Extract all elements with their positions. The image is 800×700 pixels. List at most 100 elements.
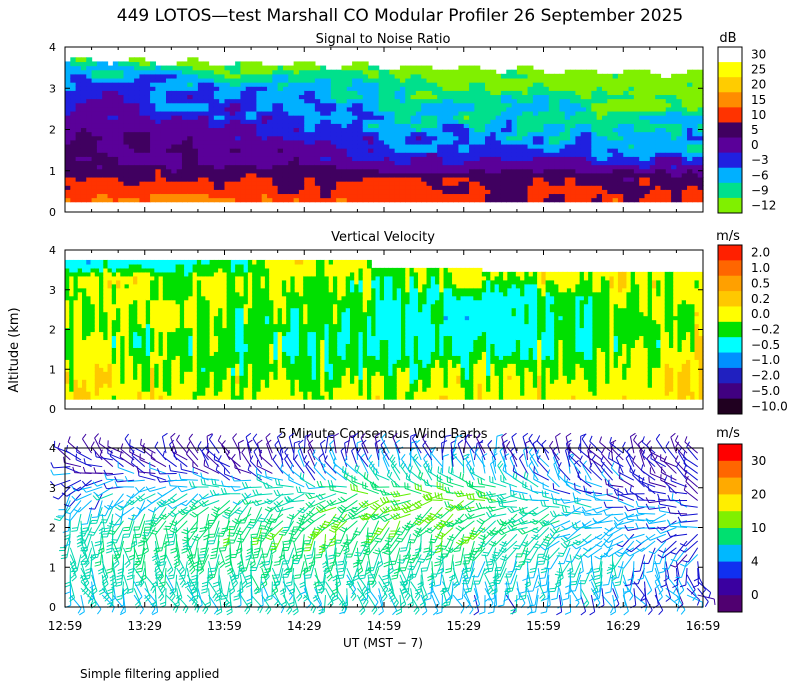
snr-cell: [224, 102, 231, 108]
snr-cell: [543, 106, 550, 112]
snr-cell: [304, 197, 311, 203]
snr-cell: [453, 73, 460, 79]
snr-cell: [203, 86, 210, 91]
snr-cell: [235, 139, 242, 145]
velocity-cell: [120, 395, 126, 400]
snr-cell: [612, 172, 619, 178]
snr-cell: [431, 197, 438, 203]
velocity-cell: [150, 335, 155, 341]
snr-cell: [357, 185, 364, 190]
snr-cell: [410, 94, 417, 100]
snr-cell: [368, 185, 374, 190]
snr-cell: [485, 181, 491, 186]
velocity-cell: [154, 295, 160, 301]
snr-cell: [240, 119, 247, 124]
snr-cell: [697, 193, 704, 199]
snr-cell: [346, 115, 353, 120]
velocity-cell: [69, 383, 75, 388]
velocity-cell: [154, 263, 160, 269]
snr-cell: [649, 86, 656, 91]
snr-cell: [96, 197, 103, 203]
snr-cell: [575, 82, 582, 87]
snr-cell: [639, 77, 646, 83]
snr-cell: [607, 110, 614, 116]
snr-cell: [155, 90, 162, 96]
snr-cell: [368, 127, 374, 133]
snr-cell: [601, 98, 608, 104]
snr-cell: [118, 172, 125, 178]
snr-cell: [570, 131, 576, 137]
snr-cell: [522, 168, 529, 174]
snr-cell: [623, 115, 630, 120]
snr-cell: [213, 102, 220, 108]
velocity-cell: [175, 395, 181, 400]
velocity-cell: [73, 391, 79, 396]
snr-cell: [415, 110, 422, 116]
snr-cell: [617, 73, 624, 79]
velocity-cell: [171, 291, 177, 297]
snr-cell: [368, 193, 374, 199]
snr-cell: [516, 106, 523, 112]
snr-cell: [128, 172, 135, 178]
snr-cell: [213, 139, 220, 145]
snr-cell: [527, 106, 534, 112]
snr-cell: [304, 115, 311, 120]
snr-cell: [160, 143, 167, 149]
snr-cell: [314, 176, 321, 182]
snr-cell: [442, 123, 449, 129]
snr-cell: [144, 65, 151, 71]
snr-cell: [235, 69, 242, 75]
snr-cell: [617, 152, 624, 157]
snr-cell: [506, 77, 513, 83]
velocity-cell: [145, 327, 151, 333]
snr-cell: [112, 115, 119, 120]
snr-cell: [277, 172, 284, 178]
snr-cell: [671, 193, 678, 199]
velocity-cell: [120, 279, 126, 285]
snr-cell: [586, 110, 592, 116]
snr-cell: [453, 172, 460, 178]
velocity-cell: [69, 371, 75, 376]
snr-cell: [352, 197, 359, 203]
snr-cell: [405, 102, 412, 108]
snr-cell: [570, 106, 576, 112]
snr-cell: [469, 110, 475, 116]
velocity-cell: [158, 335, 164, 341]
snr-cell: [538, 131, 545, 137]
snr-cell: [346, 185, 353, 190]
snr-cell: [325, 176, 332, 182]
snr-cell: [405, 123, 412, 129]
snr-cell: [458, 86, 465, 91]
snr-cell: [155, 69, 162, 75]
snr-cell: [208, 90, 215, 96]
snr-cell: [580, 176, 587, 182]
snr-cell: [123, 189, 130, 195]
snr-cell: [426, 168, 433, 174]
velocity-cell: [86, 383, 92, 388]
snr-cell: [75, 106, 82, 112]
snr-cell: [442, 143, 449, 149]
snr-cell: [405, 119, 412, 124]
snr-cell: [458, 77, 465, 83]
snr-cell: [96, 135, 103, 141]
velocity-cell: [120, 347, 126, 352]
snr-cell: [415, 115, 422, 120]
snr-cell: [373, 185, 380, 190]
snr-cell: [596, 110, 603, 116]
snr-cell: [538, 189, 545, 195]
snr-cell: [112, 127, 119, 133]
snr-cell: [389, 176, 396, 182]
velocity-cell: [65, 359, 70, 364]
snr-cell: [437, 143, 444, 149]
snr-cell: [575, 181, 582, 186]
snr-cell: [341, 98, 348, 104]
velocity-cell: [171, 383, 177, 388]
snr-cell: [580, 197, 587, 203]
snr-cell: [80, 82, 87, 87]
snr-cell: [251, 185, 257, 190]
snr-cell: [378, 86, 385, 91]
velocity-cell: [116, 375, 121, 380]
snr-cell: [586, 197, 592, 203]
velocity-cell: [77, 359, 83, 364]
velocity-cell: [107, 351, 113, 356]
